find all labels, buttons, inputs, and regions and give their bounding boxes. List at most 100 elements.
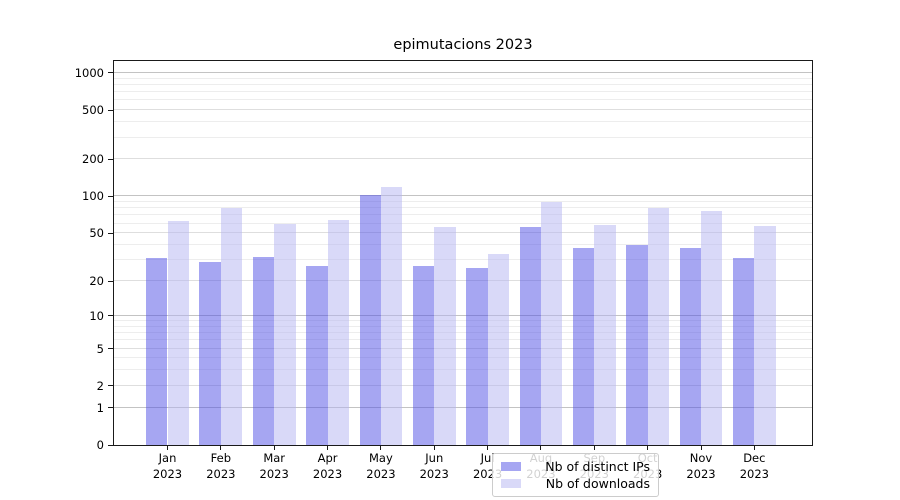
y-axis-tick-label: 500 [82, 103, 104, 118]
y-axis-tick-label: 50 [89, 226, 104, 241]
y-axis-tick-label: 2 [96, 378, 104, 393]
x-axis-tick-label: Apr 2023 [312, 451, 343, 481]
y-tick-mark [108, 348, 113, 349]
x-tick-mark [593, 446, 595, 450]
y-tick-mark [108, 158, 113, 160]
gridline-20 [114, 280, 812, 282]
gridline-minor [114, 136, 812, 138]
bar-distinct-ips [626, 245, 648, 445]
gridline-minor [114, 369, 812, 371]
gridline-minor [114, 357, 812, 359]
gridline-minor [114, 121, 812, 123]
x-tick-mark [540, 446, 542, 450]
gridline-5 [114, 347, 812, 349]
y-tick-mark [108, 385, 113, 387]
legend-item-distinct-ips: Nb of distinct IPs [501, 459, 650, 474]
bar-downloads [380, 186, 403, 445]
chart-title: epimutacions 2023 [393, 37, 533, 53]
bar-distinct-ips [679, 247, 701, 445]
bar-downloads [274, 223, 296, 445]
x-tick-mark [433, 446, 435, 450]
y-tick-mark [108, 444, 113, 446]
legend-swatch-downloads [501, 479, 521, 488]
x-axis-tick-label: Jun 2023 [419, 451, 449, 481]
bar-downloads [220, 207, 243, 445]
legend: Nb of distinct IPs Nb of downloads [492, 453, 659, 497]
x-tick-mark [647, 446, 649, 450]
bar-downloads [594, 225, 616, 445]
bar-distinct-ips [732, 258, 755, 445]
bar-downloads [327, 220, 349, 445]
gridline-2 [114, 384, 812, 386]
y-axis-tick-label: 20 [89, 274, 104, 289]
x-tick-mark [167, 446, 168, 450]
y-tick-mark [108, 232, 113, 234]
y-axis-tick-label: 1000 [74, 65, 104, 80]
gridline-minor [114, 77, 812, 79]
bar-distinct-ips [466, 267, 488, 445]
bar-downloads [167, 221, 189, 445]
bar-distinct-ips [306, 265, 328, 445]
gridline-50 [114, 232, 812, 234]
gridline-10 [114, 314, 812, 316]
x-axis-tick-label: Feb 2023 [206, 451, 236, 481]
bar-downloads [701, 211, 723, 445]
legend-swatch-distinct-ips [501, 462, 521, 471]
gridline-minor [114, 339, 812, 341]
y-tick-mark [108, 315, 113, 317]
gridline-minor [114, 259, 812, 261]
bar-downloads [647, 208, 670, 445]
y-axis-tick-label: 200 [82, 152, 104, 167]
gridline-minor [114, 325, 812, 327]
gridline-minor [114, 214, 812, 216]
legend-item-downloads: Nb of downloads [501, 476, 650, 491]
gridline-200 [114, 158, 812, 160]
bar-distinct-ips [519, 227, 541, 445]
y-tick-mark [108, 195, 113, 197]
bar-downloads [754, 226, 776, 445]
x-axis-tick-label: Nov 2023 [686, 451, 716, 481]
y-tick-mark [108, 407, 113, 409]
x-axis-tick-label: Jan 2023 [152, 451, 183, 481]
bar-distinct-ips [146, 258, 168, 445]
gridline-minor [114, 222, 812, 224]
x-axis-tick-label: Dec 2023 [739, 451, 769, 481]
gridline-minor [114, 201, 812, 203]
y-axis-tick-label: 1 [96, 400, 104, 415]
x-tick-mark [700, 446, 702, 450]
gridline-minor [114, 99, 812, 101]
bar-distinct-ips [572, 247, 595, 445]
y-axis-tick-label: 5 [96, 341, 104, 356]
legend-label-downloads: Nb of downloads [545, 476, 650, 491]
bar-distinct-ips [412, 265, 435, 445]
gridline-minor [114, 332, 812, 334]
x-tick-mark [380, 446, 382, 450]
x-axis-tick-label: Mar 2023 [259, 451, 289, 481]
legend-label-distinct-ips: Nb of distinct IPs [545, 459, 650, 474]
bar-distinct-ips [359, 194, 381, 445]
x-axis-tick-label: May 2023 [366, 451, 396, 481]
y-axis-tick-label: 100 [82, 189, 104, 204]
bar-downloads [487, 253, 509, 445]
y-axis-tick-label: 0 [96, 438, 104, 452]
x-tick-mark [273, 446, 275, 450]
bar-downloads [434, 227, 456, 445]
bar-distinct-ips [252, 256, 275, 445]
bar-downloads [540, 202, 563, 445]
x-tick-mark [220, 446, 222, 450]
gridline-100 [114, 195, 812, 197]
x-tick-mark [753, 446, 755, 450]
y-tick-mark [108, 72, 113, 74]
x-tick-mark [327, 446, 329, 450]
gridline-1 [114, 406, 812, 408]
y-tick-mark [108, 280, 113, 282]
plot-area: Nb of distinct IPs Nb of downloads [113, 60, 813, 497]
gridline-minor [114, 91, 812, 93]
y-tick-mark [108, 109, 113, 111]
bar-distinct-ips [199, 261, 221, 445]
gridline-minor [114, 83, 812, 85]
gridline-minor [114, 320, 812, 321]
gridline-1000 [114, 71, 812, 73]
y-axis-tick-label: 10 [89, 308, 104, 323]
